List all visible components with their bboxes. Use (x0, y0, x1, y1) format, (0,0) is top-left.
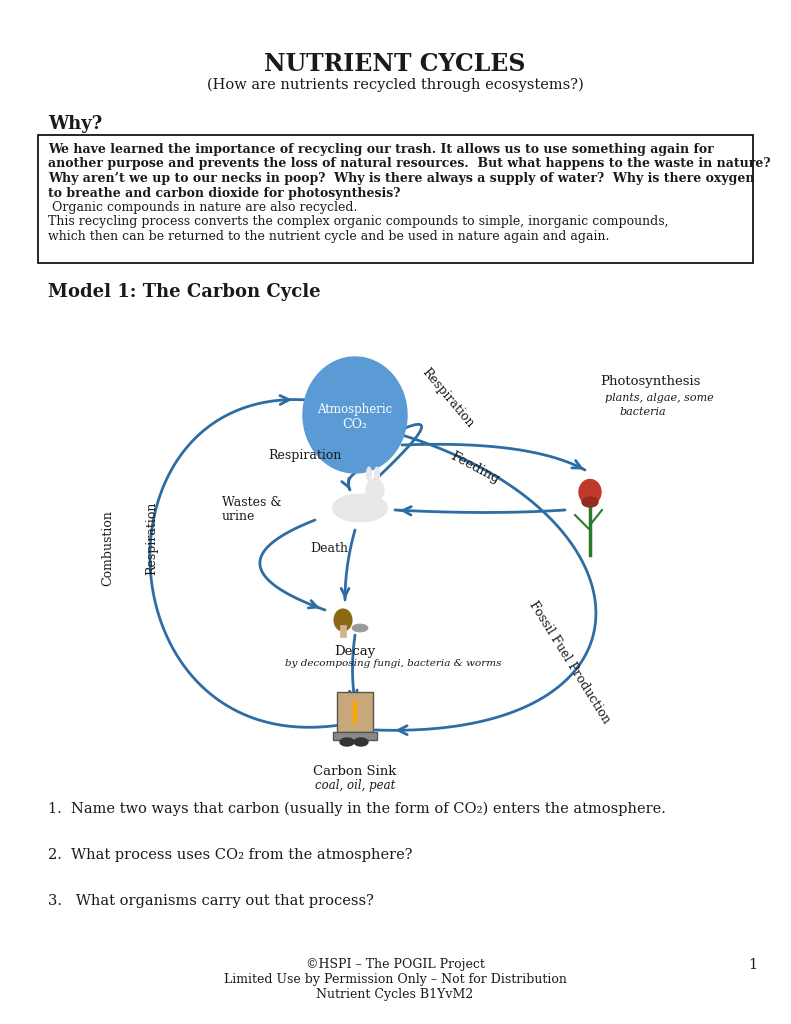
Text: CO₂: CO₂ (343, 419, 368, 431)
Text: Fossil Fuel Production: Fossil Fuel Production (527, 598, 613, 726)
Text: Respiration: Respiration (268, 449, 342, 462)
Text: Organic compounds in nature are also recycled.: Organic compounds in nature are also rec… (48, 201, 358, 214)
Ellipse shape (366, 467, 372, 481)
Ellipse shape (354, 738, 368, 746)
Text: Feeding: Feeding (448, 450, 501, 486)
Text: by decomposing fungi, bacteria & worms: by decomposing fungi, bacteria & worms (285, 659, 501, 668)
Ellipse shape (352, 624, 368, 632)
Ellipse shape (366, 479, 384, 501)
Text: Nutrient Cycles B1YvM2: Nutrient Cycles B1YvM2 (316, 988, 474, 1001)
Ellipse shape (374, 467, 380, 481)
Text: which then can be returned to the nutrient cycle and be used in nature again and: which then can be returned to the nutrie… (48, 230, 609, 243)
Ellipse shape (303, 357, 407, 473)
Bar (340, 625, 346, 637)
Text: Photosynthesis: Photosynthesis (600, 376, 700, 388)
Text: Wastes &: Wastes & (222, 496, 282, 509)
Text: 2.  What process uses CO₂ from the atmosphere?: 2. What process uses CO₂ from the atmosp… (48, 848, 412, 862)
Text: Why aren’t we up to our necks in poop?  Why is there always a supply of water?  : Why aren’t we up to our necks in poop? W… (48, 172, 755, 185)
Ellipse shape (579, 479, 601, 505)
Text: 1.  Name two ways that carbon (usually in the form of CO₂) enters the atmosphere: 1. Name two ways that carbon (usually in… (48, 802, 666, 816)
Text: Respiration: Respiration (419, 366, 476, 430)
Bar (337, 692, 373, 732)
Text: urine: urine (222, 510, 255, 522)
Text: Model 1: The Carbon Cycle: Model 1: The Carbon Cycle (48, 283, 320, 301)
Text: plants, algae, some: plants, algae, some (605, 393, 713, 403)
Text: to breathe and carbon dioxide for photosynthesis?: to breathe and carbon dioxide for photos… (48, 186, 400, 200)
Ellipse shape (334, 609, 352, 631)
Text: coal, oil, peat: coal, oil, peat (315, 779, 396, 792)
Text: bacteria: bacteria (620, 407, 667, 417)
Text: Atmospheric: Atmospheric (317, 402, 392, 416)
Text: 1: 1 (748, 958, 757, 972)
Text: Respiration: Respiration (146, 502, 158, 574)
Text: This recycling process converts the complex organic compounds to simple, inorgan: This recycling process converts the comp… (48, 215, 668, 228)
Text: 3.   What organisms carry out that process?: 3. What organisms carry out that process… (48, 894, 374, 908)
Text: ©HSPI – The POGIL Project: ©HSPI – The POGIL Project (305, 958, 484, 971)
Text: Decay: Decay (335, 645, 376, 658)
Text: NUTRIENT CYCLES: NUTRIENT CYCLES (264, 52, 526, 76)
Ellipse shape (582, 497, 598, 507)
Text: Carbon Sink: Carbon Sink (313, 765, 397, 778)
FancyBboxPatch shape (38, 135, 753, 263)
Bar (333, 732, 377, 740)
Text: Limited Use by Permission Only – Not for Distribution: Limited Use by Permission Only – Not for… (224, 973, 566, 986)
Text: We have learned the importance of recycling our trash. It allows us to use somet: We have learned the importance of recycl… (48, 143, 713, 156)
Text: Combustion: Combustion (101, 510, 115, 586)
Ellipse shape (332, 494, 388, 522)
Text: Why?: Why? (48, 115, 102, 133)
Text: (How are nutrients recycled through ecosystems?): (How are nutrients recycled through ecos… (206, 78, 584, 92)
Ellipse shape (340, 738, 354, 746)
Text: Death: Death (310, 542, 348, 555)
Text: another purpose and prevents the loss of natural resources.  But what happens to: another purpose and prevents the loss of… (48, 158, 770, 171)
